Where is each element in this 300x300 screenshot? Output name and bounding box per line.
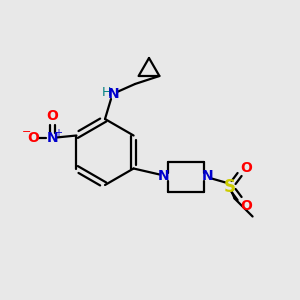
Text: S: S — [224, 178, 236, 196]
Text: +: + — [54, 128, 62, 137]
Text: O: O — [241, 160, 253, 175]
Text: N: N — [46, 130, 58, 145]
Text: −: − — [22, 127, 31, 136]
Text: H: H — [101, 86, 111, 100]
Text: N: N — [108, 87, 120, 101]
Text: O: O — [241, 199, 253, 212]
Text: N: N — [158, 169, 170, 184]
Text: O: O — [28, 130, 39, 145]
Text: O: O — [46, 110, 58, 124]
Text: N: N — [202, 169, 213, 184]
